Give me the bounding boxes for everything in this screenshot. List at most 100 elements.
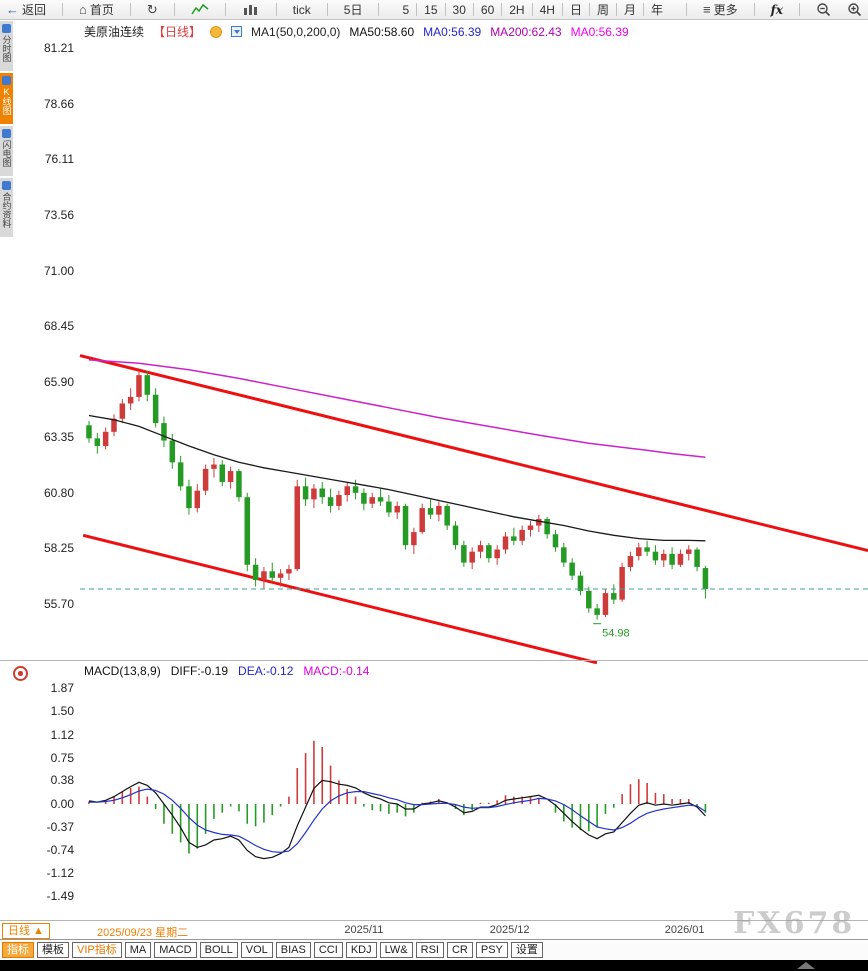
ma50-value: MA50:58.60 <box>349 24 415 39</box>
refresh-icon: ↻ <box>146 2 158 17</box>
indicator-button-2[interactable]: VIP指标 <box>72 942 122 958</box>
symbol-info-icon[interactable] <box>210 25 223 38</box>
interval-button-4[interactable]: 2H <box>509 2 525 17</box>
indicator-button-1[interactable]: 模板 <box>37 942 69 958</box>
macd-axis-label: -1.12 <box>46 866 74 881</box>
separator <box>615 3 617 16</box>
macd-macd-value: MACD:-0.14 <box>303 664 370 678</box>
separator <box>224 3 226 16</box>
interval-button-9[interactable]: 年 <box>650 3 663 17</box>
indicator-toolbar: 指标 模板 VIP指标 MA MACD BOLL VOL BIAS CCI KDJ LW& RSI CR… <box>0 939 868 960</box>
macd-axis-label: 1.12 <box>50 727 74 742</box>
ma0-value-magenta: MA0:56.39 <box>570 24 629 39</box>
macd-axis-label: 0.38 <box>50 773 74 788</box>
time-axis-label: 2026/01 <box>664 924 705 936</box>
separator <box>275 3 277 16</box>
back-button[interactable]: ← 返回 <box>6 1 46 18</box>
ma-settings-icon[interactable] <box>231 26 243 37</box>
interval-button-group: 5 15 30 60 2H 4H 日周月年 <box>395 1 670 18</box>
candle-chart-button[interactable] <box>242 3 260 16</box>
chart-title-bar: 美原油连续 【日线】 MA1(50,0,200,0) MA50:58.60 MA… <box>84 23 629 40</box>
svg-text:54.98: 54.98 <box>602 628 630 640</box>
indicator-button-6[interactable]: VOL <box>240 942 273 958</box>
period-selector-button[interactable]: 日线 ▲ <box>2 923 50 939</box>
indicator-button-9[interactable]: KDJ <box>345 942 377 958</box>
macd-dea-value: DEA:-0.12 <box>238 664 294 678</box>
macd-axis-label: 0.00 <box>50 797 74 811</box>
symbol-name: 美原油连续 <box>84 25 145 39</box>
interval-button-3[interactable]: 60 <box>480 2 495 17</box>
indicator-button-4[interactable]: MACD <box>154 942 197 958</box>
indicator-button-11[interactable]: RSI <box>415 942 444 958</box>
sidebar-tab-2[interactable]: 闪电图 <box>0 126 13 176</box>
separator <box>173 3 175 16</box>
menu-icon: ≡ <box>703 2 711 17</box>
indicator-button-14[interactable]: 设置 <box>510 942 543 958</box>
ma-settings-label[interactable]: MA1(50,0,200,0) <box>251 24 341 39</box>
indicator-target-icon[interactable] <box>13 666 28 681</box>
refresh-button[interactable]: ↻ <box>147 3 158 16</box>
price-axis-label: 71.00 <box>43 263 74 278</box>
chart-type-icon <box>2 76 11 85</box>
zoom-out-button[interactable] <box>816 2 831 17</box>
line-chart-button[interactable] <box>191 3 209 16</box>
android-nav-bar <box>0 960 868 971</box>
ma200-value: MA200:62.43 <box>490 24 562 39</box>
macd-axis-label: 1.87 <box>50 681 74 696</box>
top-toolbar: ← 返回 ⌂ 首页 ↻ tick 5日 5 15 30 60 2H 4H 日周月年 ≡ 更多 <box>0 0 868 20</box>
indicator-button-7[interactable]: BIAS <box>275 942 311 958</box>
candlestick-chart[interactable]: 54.98 <box>0 28 868 668</box>
sidebar-tab-label: 闪电图 <box>1 140 12 167</box>
interval-button-1[interactable]: 15 <box>424 2 438 17</box>
home-button[interactable]: ⌂ 首页 <box>79 1 114 18</box>
interval-button-0[interactable]: 5 <box>402 2 410 17</box>
macd-axis-label: -0.37 <box>46 819 74 834</box>
price-axis-label: 63.35 <box>43 430 74 445</box>
more-button[interactable]: ≡ 更多 <box>703 1 738 18</box>
interval-button-5[interactable]: 4H <box>539 2 555 17</box>
sidebar-tab-0[interactable]: 分时图 <box>0 21 13 71</box>
separator <box>588 3 590 16</box>
chart-type-sidebar: 分时图 K线图闪电图合约资料 <box>0 21 13 237</box>
zoom-out-icon <box>817 3 831 17</box>
separator <box>501 3 503 16</box>
macd-title[interactable]: MACD(13,8,9) <box>84 664 161 678</box>
chart-type-icon <box>2 24 11 33</box>
separator <box>642 3 644 16</box>
formula-button[interactable]: fx <box>770 2 783 17</box>
macd-chart[interactable] <box>0 678 868 920</box>
interval-button-6[interactable]: 日 <box>569 3 582 17</box>
back-arrow-icon: ← <box>6 2 19 17</box>
more-label: 更多 <box>713 3 738 17</box>
candle-chart-icon <box>243 5 257 15</box>
chart-type-icon <box>2 181 11 190</box>
pane-divider <box>0 660 868 661</box>
tick-button[interactable]: tick <box>292 2 311 17</box>
separator <box>129 3 131 16</box>
separator <box>753 3 755 16</box>
indicator-button-12[interactable]: CR <box>446 942 473 958</box>
indicator-button-0[interactable]: 指标 <box>2 942 34 958</box>
sidebar-tab-1[interactable]: K线图 <box>0 73 13 124</box>
separator <box>378 3 380 16</box>
interval-button-2[interactable]: 30 <box>452 2 466 17</box>
indicator-button-10[interactable]: LW& <box>379 942 413 958</box>
price-axis-label: 55.70 <box>43 597 74 611</box>
indicator-button-5[interactable]: BOLL <box>199 942 238 958</box>
nav-up-triangle[interactable] <box>797 962 815 969</box>
line-chart-icon <box>191 3 209 15</box>
separator <box>62 3 64 16</box>
five-day-button[interactable]: 5日 <box>343 3 363 17</box>
indicator-button-8[interactable]: CCI <box>313 942 343 958</box>
back-label: 返回 <box>22 3 47 17</box>
time-axis-label: 2025/12 <box>489 924 530 936</box>
indicator-button-13[interactable]: PSY <box>475 942 508 958</box>
indicator-button-3[interactable]: MA <box>124 942 152 958</box>
interval-button-8[interactable]: 月 <box>623 3 636 17</box>
separator <box>326 3 328 16</box>
sidebar-tab-3[interactable]: 合约资料 <box>0 178 13 237</box>
interval-button-7[interactable]: 周 <box>596 3 609 17</box>
zoom-in-button[interactable] <box>847 2 862 17</box>
separator <box>416 3 418 16</box>
